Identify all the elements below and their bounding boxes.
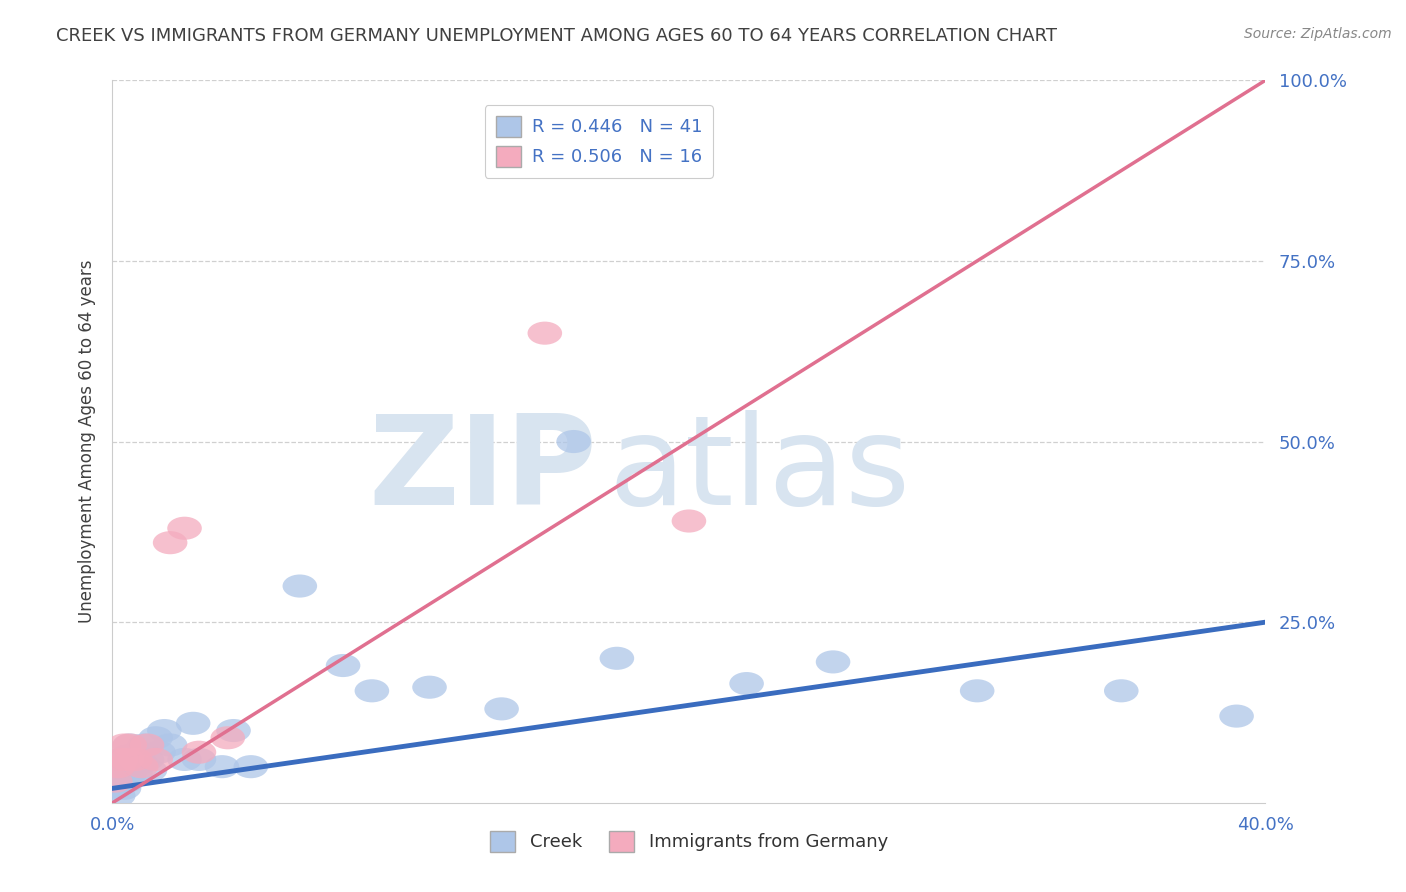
Ellipse shape xyxy=(326,654,360,677)
Ellipse shape xyxy=(124,756,159,778)
Text: CREEK VS IMMIGRANTS FROM GERMANY UNEMPLOYMENT AMONG AGES 60 TO 64 YEARS CORRELAT: CREEK VS IMMIGRANTS FROM GERMANY UNEMPLO… xyxy=(56,27,1057,45)
Ellipse shape xyxy=(730,672,763,695)
Ellipse shape xyxy=(107,777,141,800)
Ellipse shape xyxy=(98,759,132,782)
Text: Source: ZipAtlas.com: Source: ZipAtlas.com xyxy=(1244,27,1392,41)
Ellipse shape xyxy=(98,777,132,800)
Ellipse shape xyxy=(127,733,162,756)
Ellipse shape xyxy=(354,679,389,702)
Legend: Creek, Immigrants from Germany: Creek, Immigrants from Germany xyxy=(482,823,896,859)
Ellipse shape xyxy=(112,733,148,756)
Text: atlas: atlas xyxy=(609,410,910,531)
Ellipse shape xyxy=(138,747,173,771)
Ellipse shape xyxy=(557,430,591,453)
Ellipse shape xyxy=(148,719,181,742)
Ellipse shape xyxy=(599,647,634,670)
Ellipse shape xyxy=(181,740,217,764)
Ellipse shape xyxy=(129,733,165,756)
Ellipse shape xyxy=(104,747,138,771)
Ellipse shape xyxy=(118,763,153,786)
Ellipse shape xyxy=(217,719,250,742)
Ellipse shape xyxy=(112,733,148,756)
Ellipse shape xyxy=(104,763,138,786)
Ellipse shape xyxy=(181,747,217,771)
Ellipse shape xyxy=(107,733,141,756)
Ellipse shape xyxy=(1104,679,1139,702)
Ellipse shape xyxy=(115,751,150,774)
Ellipse shape xyxy=(153,733,187,756)
Ellipse shape xyxy=(153,531,187,554)
Ellipse shape xyxy=(167,747,202,771)
Ellipse shape xyxy=(129,747,165,771)
Ellipse shape xyxy=(815,650,851,673)
Ellipse shape xyxy=(118,747,153,771)
Ellipse shape xyxy=(110,770,145,793)
Ellipse shape xyxy=(527,322,562,344)
Ellipse shape xyxy=(104,747,138,771)
Ellipse shape xyxy=(484,698,519,721)
Ellipse shape xyxy=(112,763,148,786)
Ellipse shape xyxy=(121,740,156,764)
Ellipse shape xyxy=(110,747,145,771)
Ellipse shape xyxy=(283,574,318,598)
Ellipse shape xyxy=(101,784,135,807)
Ellipse shape xyxy=(98,770,132,793)
Ellipse shape xyxy=(107,756,141,778)
Ellipse shape xyxy=(110,744,145,767)
Ellipse shape xyxy=(167,516,202,540)
Ellipse shape xyxy=(233,756,269,778)
Ellipse shape xyxy=(1219,705,1254,728)
Ellipse shape xyxy=(101,770,135,793)
Ellipse shape xyxy=(960,679,994,702)
Ellipse shape xyxy=(101,756,135,778)
Ellipse shape xyxy=(211,726,245,749)
Text: ZIP: ZIP xyxy=(368,410,596,531)
Ellipse shape xyxy=(412,675,447,698)
Ellipse shape xyxy=(205,756,239,778)
Ellipse shape xyxy=(138,726,173,749)
Y-axis label: Unemployment Among Ages 60 to 64 years: Unemployment Among Ages 60 to 64 years xyxy=(77,260,96,624)
Ellipse shape xyxy=(141,740,176,764)
Ellipse shape xyxy=(672,509,706,533)
Ellipse shape xyxy=(132,759,167,782)
Ellipse shape xyxy=(124,751,159,774)
Ellipse shape xyxy=(176,712,211,735)
